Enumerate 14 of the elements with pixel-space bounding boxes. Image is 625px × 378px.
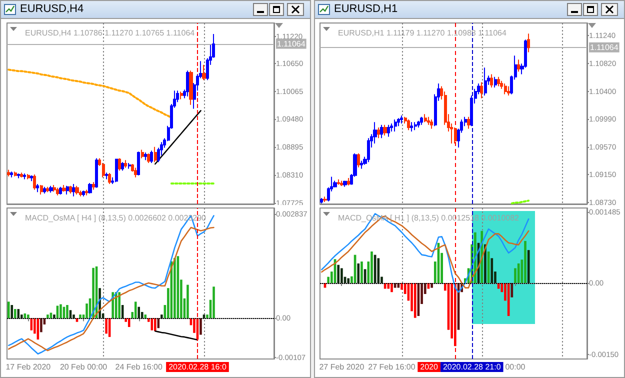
chart-title: EURUSD,H1 [334, 2, 398, 17]
x-tick-label: 27 Feb 2020 [319, 362, 365, 372]
chart-title: EURUSD,H4 [20, 2, 84, 17]
x-tick-label: 00:00 [505, 362, 526, 372]
x-tick-label: 2020 [420, 362, 438, 372]
x-tick-label: 24 Feb 16:00 [115, 362, 163, 372]
text: EURUSD,H4 1.10786 1.11270 1.10765 1.11064 [25, 28, 196, 38]
x-tick-label: 20 Feb 00:00 [60, 362, 108, 372]
x-tick-label: 2020.02.28 16:0 [168, 362, 227, 372]
x-tick-label: 2020.02.28 21:0 [442, 362, 502, 372]
ref-line-label: 1.11064 [590, 42, 619, 52]
x-tick-label: 17 Feb 2020 [6, 362, 52, 372]
x-tick-label: 27 Feb 16:00 [368, 362, 416, 372]
ref-line-label: 1.11064 [277, 39, 306, 48]
